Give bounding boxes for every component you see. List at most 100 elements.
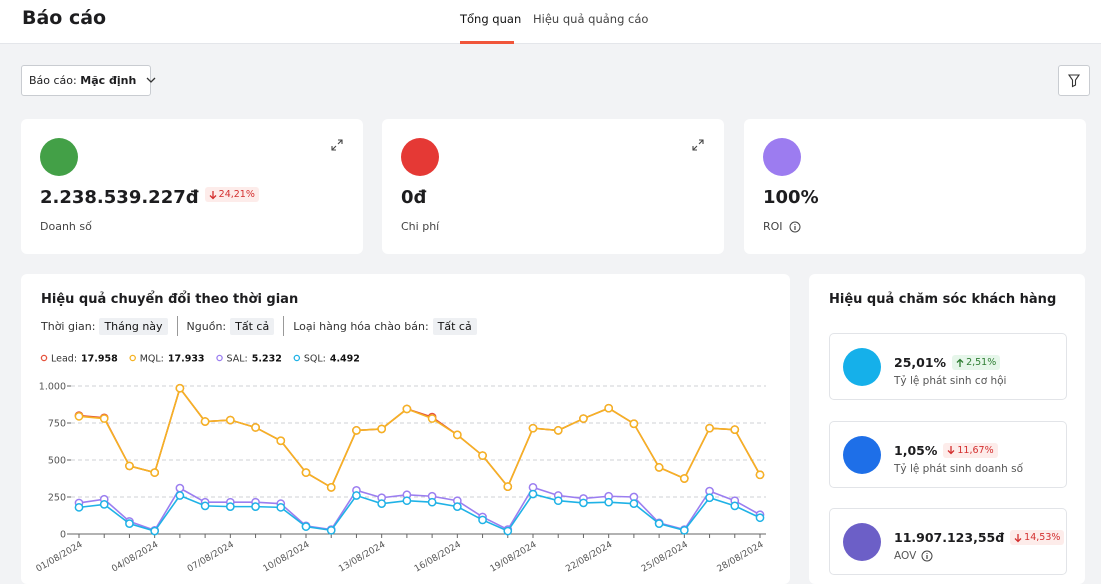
care-row: 11.907.123,55đ 14,53% [894, 530, 1065, 545]
icon [401, 138, 439, 176]
info-icon [921, 550, 933, 562]
tab[interactable]: Hiệu quả quảng cáo [533, 12, 649, 26]
filter-separator [176, 316, 178, 336]
legend-name: MQL: [140, 354, 164, 365]
data-point [528, 489, 538, 499]
data-point [427, 497, 437, 507]
care-value: 25,01% [894, 355, 947, 370]
kpi-card: 100% ROI [744, 119, 1086, 254]
care-change: 11,67% [943, 442, 998, 458]
data-point [402, 404, 412, 414]
data-point [352, 491, 361, 500]
legend-total: 5.232 [252, 354, 282, 365]
data-point [125, 461, 134, 471]
data-point [730, 425, 740, 435]
kpi-card: 0đ Chi phí [382, 119, 724, 254]
trend-arrow [209, 190, 217, 199]
data-point [251, 502, 260, 511]
card-title: Hiệu quả chăm sóc khách hàng [829, 292, 1057, 307]
page-title: Báo cáo [22, 7, 107, 29]
data-point [377, 424, 387, 434]
legend-item[interactable]: MQL: 17.933 [129, 354, 205, 365]
filter[interactable]: Thời gian: Tháng này [41, 317, 168, 335]
legend-item[interactable]: SQL: 4.492 [293, 354, 360, 365]
filter[interactable]: Loại hàng hóa chào bán: Tất cả [293, 317, 477, 335]
expand-icon[interactable] [692, 139, 704, 151]
tab[interactable]: Tổng quan [460, 12, 522, 26]
data-point [579, 498, 588, 508]
data-point [427, 414, 437, 423]
info-icon [789, 221, 801, 232]
data-point [99, 414, 109, 423]
legend-text: MQL: 17.933 [140, 354, 205, 365]
icon [843, 348, 881, 386]
kpi-value: 2.238.539.227đ [40, 187, 199, 208]
x-tick-label: 19/08/2024 [489, 540, 539, 575]
data-point [705, 423, 714, 433]
dropdown-value: Mặc định [80, 74, 137, 87]
legend-name: SAL: [227, 354, 248, 365]
legend-text: Lead: 17.958 [51, 354, 118, 365]
care-value: 1,05% [894, 442, 938, 458]
data-point [503, 482, 513, 491]
data-point [225, 502, 235, 511]
kpi-change: 24,21% [204, 187, 259, 202]
trend-arrow [947, 446, 955, 455]
data-point [251, 423, 260, 432]
filter[interactable]: Nguồn: Tất cả [186, 317, 275, 335]
data-point [553, 426, 563, 435]
legend-total: 17.933 [168, 354, 205, 365]
filter-button[interactable] [1058, 65, 1090, 96]
change-text: 2,51% [966, 357, 997, 368]
data-point [150, 526, 160, 536]
kpi-row: 0đ [401, 187, 426, 208]
kpi-label-row: Chi phí [401, 220, 439, 233]
filter-label: Loại hàng hóa chào bán: [293, 319, 429, 333]
care-item: 11.907.123,55đ 14,53% AOV [829, 508, 1067, 575]
filter-value: Tháng này [99, 317, 168, 335]
legend-item[interactable]: Lead: 17.958 [40, 354, 118, 365]
chevron [146, 77, 156, 83]
data-point [629, 499, 639, 509]
legend-text: SAL: 5.232 [227, 354, 282, 365]
data-point [74, 411, 84, 421]
card-title: Hiệu quả chuyển đổi theo thời gian [41, 292, 299, 307]
tab-indicator [460, 41, 514, 44]
conversion-card: Hiệu quả chuyển đổi theo thời gian Thời … [21, 274, 790, 584]
report-dropdown[interactable]: Báo cáo: Mặc định [21, 65, 156, 96]
data-point [730, 501, 740, 511]
kpi-label-row: ROI [763, 220, 801, 233]
care-label-row: Tỷ lệ phát sinh doanh số [894, 463, 1023, 475]
expand-icon[interactable] [331, 139, 343, 151]
care-label: AOV [894, 550, 917, 562]
data-point [74, 503, 84, 512]
legend-marker [293, 354, 301, 362]
series-line [78, 386, 761, 489]
data-point [276, 503, 286, 512]
care-row: 25,01% 2,51% [894, 355, 1001, 370]
care-change: 14,53% [1010, 530, 1065, 545]
icon [843, 435, 881, 474]
legend-marker [129, 354, 136, 362]
x-tick-label: 04/08/2024 [110, 540, 160, 575]
care-label-row: Tỷ lệ phát sinh cơ hội [894, 375, 1006, 387]
y-tick-label: 750 [48, 419, 66, 430]
y-tick-label: 1.000 [39, 382, 66, 393]
legend-name: SQL: [304, 354, 326, 365]
data-point [755, 470, 765, 480]
filter-label: Nguồn: [186, 319, 227, 333]
y-tick-label: 250 [48, 493, 66, 504]
info-ring [921, 550, 933, 562]
data-point [553, 496, 563, 506]
data-point [604, 497, 614, 507]
filter-separator [283, 316, 285, 336]
data-point [225, 415, 235, 425]
data-point [654, 463, 664, 472]
line-chart: 0 250 500 750 1.000 01/08/2024 04/08/2024 07/08… [35, 354, 766, 575]
data-point [200, 501, 210, 511]
expand-path [331, 139, 343, 151]
change-text: 11,67% [957, 444, 994, 456]
data-point [478, 515, 487, 525]
legend-item[interactable]: SAL: 5.232 [216, 354, 282, 365]
data-point [125, 519, 134, 528]
